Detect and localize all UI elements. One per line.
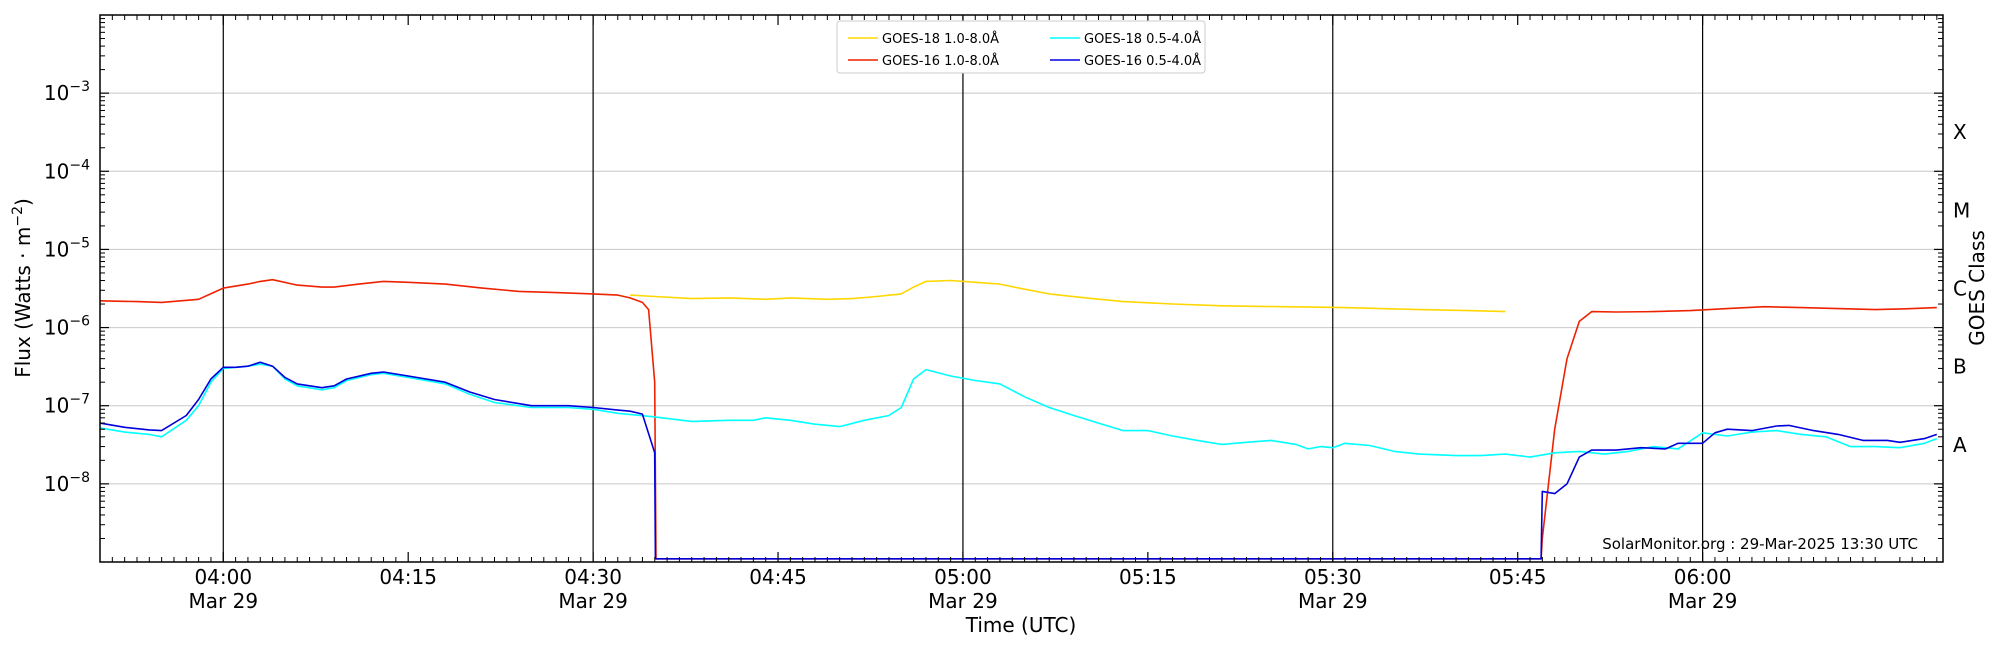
y-tick-label: 10−6: [44, 314, 90, 340]
goes-class-label: X: [1953, 120, 1967, 144]
y-tick-exponent: −7: [69, 392, 90, 408]
y-tick-exponent: −5: [69, 235, 90, 251]
y-tick-exponent: −4: [69, 157, 90, 173]
y-tick-base: 10: [44, 394, 69, 418]
y-tick-base: 10: [44, 81, 69, 105]
x-tick-date: Mar 29: [928, 589, 998, 613]
day-hour-lines: [222, 15, 1704, 562]
goes-class-label: B: [1953, 355, 1967, 379]
series-line: [99, 363, 1938, 458]
legend-label: GOES-18 0.5-4.0Å: [1084, 31, 1201, 47]
plot-frame: [99, 14, 1944, 563]
y-tick-label: 10−7: [44, 392, 90, 418]
x-tick-date: Mar 29: [558, 589, 628, 613]
x-tick-time: 04:00: [194, 565, 252, 589]
x-tick-date: Mar 29: [1668, 589, 1738, 613]
y-tick-base: 10: [44, 316, 69, 340]
y-tick-exponent: −6: [69, 314, 90, 330]
y-tick-exponent: −8: [69, 470, 90, 486]
y-axis-title: Flux (Watts · m−2): [10, 198, 35, 378]
y-axis-title-main: Flux (Watts · m: [11, 227, 35, 378]
x-tick-date: Mar 29: [1298, 589, 1368, 613]
legend-label: GOES-16 0.5-4.0Å: [1084, 53, 1201, 69]
series-line: [630, 279, 1506, 313]
goes-class-label: A: [1953, 433, 1967, 457]
series-line: [99, 278, 1937, 560]
legend-label: GOES-18 1.0-8.0Å: [882, 31, 999, 47]
legend: GOES-18 1.0-8.0Å GOES-16 1.0-8.0Å GOES-18 …: [836, 20, 1206, 74]
y-tick-base: 10: [44, 237, 69, 261]
y-tick-label: 10−4: [44, 157, 90, 183]
gridlines: [100, 92, 1943, 485]
x-tick-time: 05:45: [1489, 565, 1547, 589]
y-tick-label: 10−3: [44, 79, 90, 105]
y-tick-exponent: −3: [69, 79, 90, 95]
legend-label: GOES-16 1.0-8.0Å: [882, 53, 999, 69]
y-axis-title-sup: −2: [10, 206, 26, 227]
x-axis-title: Time (UTC): [965, 613, 1077, 637]
x-tick-date: Mar 29: [189, 589, 259, 613]
x-tick-time: 05:00: [934, 565, 992, 589]
legend-box: [836, 20, 1206, 74]
x-tick-time: 05:15: [1119, 565, 1177, 589]
x-tick-time: 04:45: [749, 565, 807, 589]
series-line: [99, 361, 1938, 560]
x-tick-time: 06:00: [1674, 565, 1732, 589]
goes-class-title: GOES Class: [1965, 230, 1989, 346]
y-tick-base: 10: [44, 159, 69, 183]
credit-text: SolarMonitor.org : 29-Mar-2025 13:30 UTC: [1602, 535, 1918, 553]
x-tick-time: 04:15: [379, 565, 437, 589]
series-lines: [99, 278, 1938, 560]
x-tick-time: 05:30: [1304, 565, 1362, 589]
y-tick-label: 10−5: [44, 235, 90, 261]
goes-class-label: M: [1953, 198, 1970, 222]
y-tick-label: 10−8: [44, 470, 90, 496]
x-tick-time: 04:30: [564, 565, 622, 589]
y-axis-title-close: ): [11, 198, 35, 206]
goes-class-label: C: [1953, 277, 1967, 301]
axis-ticks: [99, 15, 1943, 562]
y-tick-base: 10: [44, 472, 69, 496]
